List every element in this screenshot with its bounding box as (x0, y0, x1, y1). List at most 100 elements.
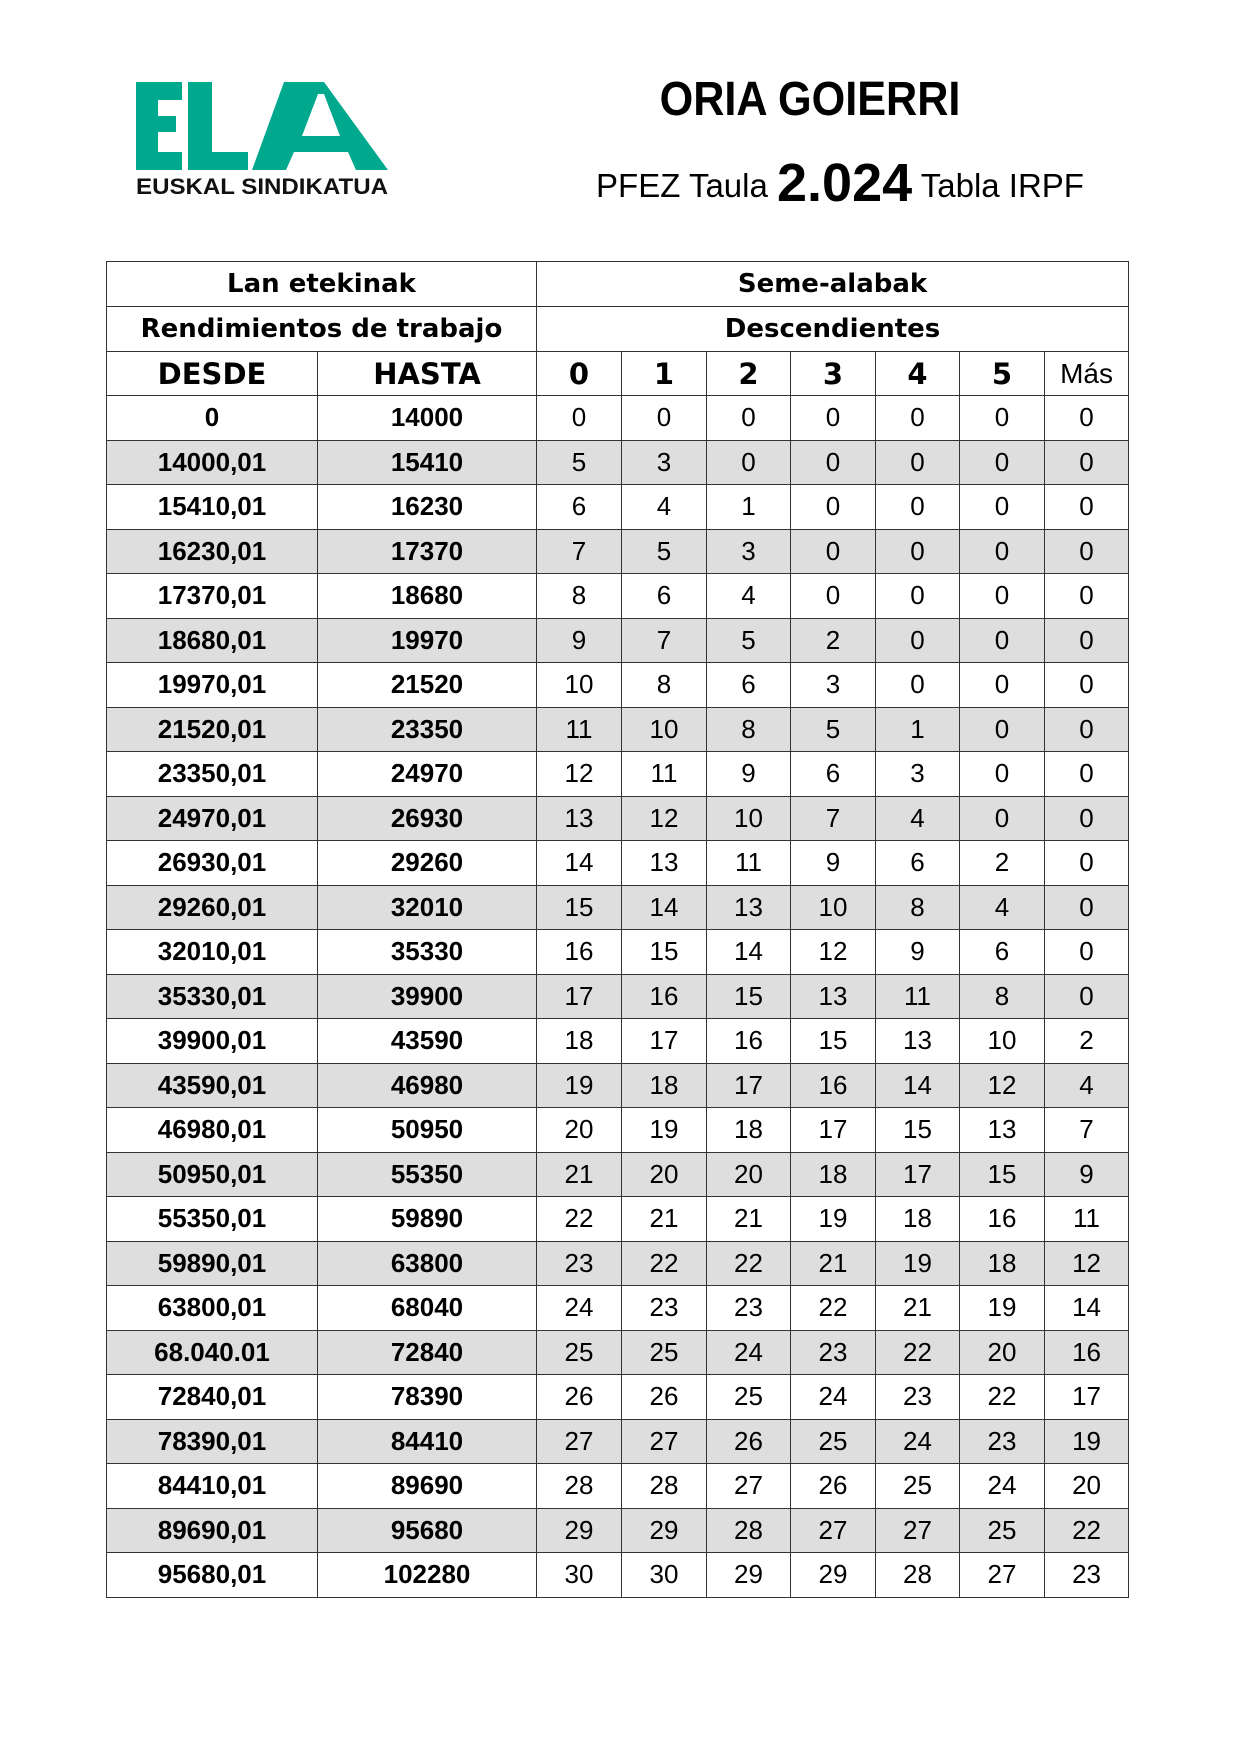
cell-descendientes: 27 (536, 1418, 623, 1464)
cell-descendientes: 27 (875, 1507, 961, 1553)
cell-descendientes: 0 (959, 662, 1046, 708)
cell-descendientes: 13 (621, 840, 708, 886)
cell-descendientes: 6 (790, 751, 877, 797)
cell-descendientes: 13 (959, 1107, 1046, 1153)
cell-descendientes: 13 (790, 973, 877, 1019)
cell-descendientes: 0 (875, 484, 961, 530)
cell-descendientes: 11 (875, 973, 961, 1019)
cell-descendientes: 0 (1044, 484, 1130, 530)
cell-descendientes: 16 (706, 1018, 792, 1064)
cell-desde: 39900,01 (106, 1018, 318, 1064)
cell-descendientes: 9 (536, 617, 623, 663)
cell-desde: 72840,01 (106, 1374, 318, 1420)
cell-descendientes: 0 (1044, 795, 1130, 841)
cell-descendientes: 4 (706, 573, 792, 619)
cell-descendientes: 26 (536, 1374, 623, 1420)
table-row: 24970,01 26930 13 12 10 7 4 0 0 (106, 795, 1130, 841)
cell-descendientes: 26 (790, 1463, 877, 1509)
cell-descendientes: 2 (790, 617, 877, 663)
cell-descendientes: 19 (536, 1062, 623, 1108)
cell-descendientes: 0 (875, 573, 961, 619)
cell-desde: 16230,01 (106, 528, 318, 574)
cell-descendientes: 10 (536, 662, 623, 708)
column-header: 1 (621, 351, 708, 396)
cell-descendientes: 13 (875, 1018, 961, 1064)
cell-descendientes: 23 (536, 1240, 623, 1286)
cell-descendientes: 21 (790, 1240, 877, 1286)
cell-descendientes: 28 (875, 1552, 961, 1598)
cell-descendientes: 23 (706, 1285, 792, 1331)
cell-descendientes: 18 (621, 1062, 708, 1108)
cell-descendientes: 12 (621, 795, 708, 841)
cell-descendientes: 5 (790, 706, 877, 752)
cell-descendientes: 0 (1044, 662, 1130, 708)
cell-descendientes: 24 (959, 1463, 1046, 1509)
cell-descendientes: 3 (790, 662, 877, 708)
table-row: 59890,01 63800 23 22 22 21 19 18 12 (106, 1240, 1130, 1286)
cell-descendientes: 0 (959, 528, 1046, 574)
cell-descendientes: 19 (1044, 1418, 1130, 1464)
cell-descendientes: 15 (536, 884, 623, 930)
cell-descendientes: 20 (706, 1151, 792, 1197)
cell-descendientes: 0 (1044, 528, 1130, 574)
cell-descendientes: 12 (1044, 1240, 1130, 1286)
irpf-table: Lan etekinak Seme-alabak Rendimientos de… (105, 261, 1130, 1598)
cell-desde: 43590,01 (106, 1062, 318, 1108)
cell-descendientes: 17 (790, 1107, 877, 1153)
cell-descendientes: 4 (1044, 1062, 1130, 1108)
cell-descendientes: 25 (621, 1329, 708, 1375)
cell-desde: 55350,01 (106, 1196, 318, 1242)
cell-descendientes: 7 (790, 795, 877, 841)
cell-descendientes: 8 (875, 884, 961, 930)
column-header: 3 (790, 351, 877, 396)
table-row: 39900,01 43590 18 17 16 15 13 10 2 (106, 1018, 1130, 1064)
cell-descendientes: 17 (706, 1062, 792, 1108)
cell-descendientes: 15 (790, 1018, 877, 1064)
cell-hasta: 26930 (316, 795, 538, 841)
cell-descendientes: 9 (790, 840, 877, 886)
cell-desde: 59890,01 (106, 1240, 318, 1286)
cell-descendientes: 0 (706, 439, 792, 485)
cell-descendientes: 0 (959, 751, 1046, 797)
column-header: 5 (959, 351, 1046, 396)
cell-descendientes: 30 (536, 1552, 623, 1598)
cell-descendientes: 0 (959, 484, 1046, 530)
header-descendientes: Descendientes (536, 306, 1130, 352)
cell-descendientes: 18 (536, 1018, 623, 1064)
cell-descendientes: 15 (959, 1151, 1046, 1197)
cell-descendientes: 22 (1044, 1507, 1130, 1553)
cell-descendientes: 4 (621, 484, 708, 530)
cell-descendientes: 25 (875, 1463, 961, 1509)
cell-descendientes: 19 (959, 1285, 1046, 1331)
cell-descendientes: 0 (959, 706, 1046, 752)
cell-descendientes: 6 (875, 840, 961, 886)
cell-descendientes: 11 (706, 840, 792, 886)
subtitle-year: 2.024 (777, 153, 913, 213)
table-row: 29260,01 32010 15 14 13 10 8 4 0 (106, 884, 1130, 930)
cell-descendientes: 22 (790, 1285, 877, 1331)
cell-descendientes: 0 (1044, 706, 1130, 752)
cell-descendientes: 12 (790, 929, 877, 975)
cell-descendientes: 29 (621, 1507, 708, 1553)
cell-descendientes: 17 (1044, 1374, 1130, 1420)
cell-hasta: 55350 (316, 1151, 538, 1197)
cell-descendientes: 12 (959, 1062, 1046, 1108)
cell-descendientes: 6 (621, 573, 708, 619)
cell-hasta: 63800 (316, 1240, 538, 1286)
cell-descendientes: 20 (959, 1329, 1046, 1375)
cell-desde: 19970,01 (106, 662, 318, 708)
cell-descendientes: 27 (790, 1507, 877, 1553)
cell-descendientes: 19 (875, 1240, 961, 1286)
table-row: 50950,01 55350 21 20 20 18 17 15 9 (106, 1151, 1130, 1197)
column-header: HASTA (316, 351, 538, 396)
cell-hasta: 50950 (316, 1107, 538, 1153)
cell-descendientes: 14 (875, 1062, 961, 1108)
cell-descendientes: 7 (536, 528, 623, 574)
page-subtitle: PFEZ Taula 2.024 Tabla IRPF (560, 152, 1120, 214)
table-row: 72840,01 78390 26 26 25 24 23 22 17 (106, 1374, 1130, 1420)
cell-descendientes: 22 (621, 1240, 708, 1286)
cell-hasta: 29260 (316, 840, 538, 886)
table-row: 35330,01 39900 17 16 15 13 11 8 0 (106, 973, 1130, 1019)
cell-descendientes: 0 (1044, 840, 1130, 886)
svg-text:EUSKAL SINDIKATUA: EUSKAL SINDIKATUA (136, 174, 388, 199)
